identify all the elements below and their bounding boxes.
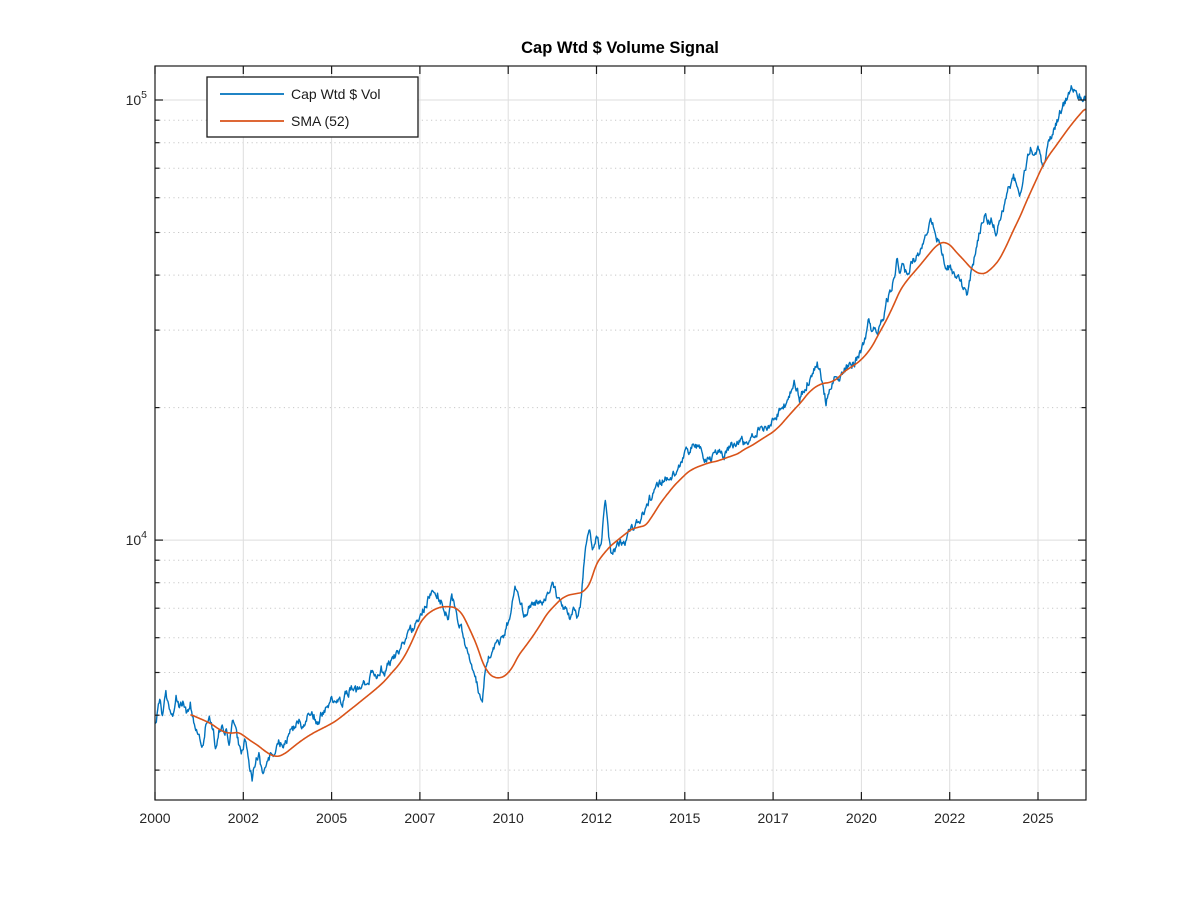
y-tick-label: 104 <box>126 529 148 548</box>
series-line-cap-wtd-vol <box>155 85 1086 782</box>
legend-box <box>206 76 419 138</box>
x-tick-label: 2025 <box>1022 810 1053 826</box>
x-tick-label: 2015 <box>669 810 700 826</box>
x-axis-labels: 2000 2002 2005 2007 2010 2012 2015 2017 2020 2022… <box>139 810 1053 826</box>
grid-minor <box>155 119 1086 771</box>
y-tick-label: 105 <box>126 89 148 108</box>
y-axis-labels: 104 105 <box>126 89 148 548</box>
series <box>155 85 1086 782</box>
x-tick-label: 2000 <box>139 810 170 826</box>
plot-border <box>154 65 1087 801</box>
legend-label-cap-wtd-vol: Cap Wtd $ Vol <box>291 86 381 102</box>
x-tick-label: 2010 <box>493 810 524 826</box>
chart-title: Cap Wtd $ Volume Signal <box>521 39 719 57</box>
x-tick-label: 2005 <box>316 810 347 826</box>
legend-label-sma: SMA (52) <box>291 113 349 129</box>
x-tick-label: 2012 <box>581 810 612 826</box>
grid-major <box>154 66 1086 800</box>
x-tick-label: 2020 <box>846 810 877 826</box>
axis-ticks <box>154 66 1086 800</box>
x-tick-label: 2002 <box>228 810 259 826</box>
series-line-sma-52 <box>190 108 1086 758</box>
x-tick-label: 2007 <box>404 810 435 826</box>
x-tick-label: 2022 <box>934 810 965 826</box>
legend: Cap Wtd $ Vol SMA (52) <box>206 76 419 138</box>
x-tick-label: 2017 <box>758 810 789 826</box>
